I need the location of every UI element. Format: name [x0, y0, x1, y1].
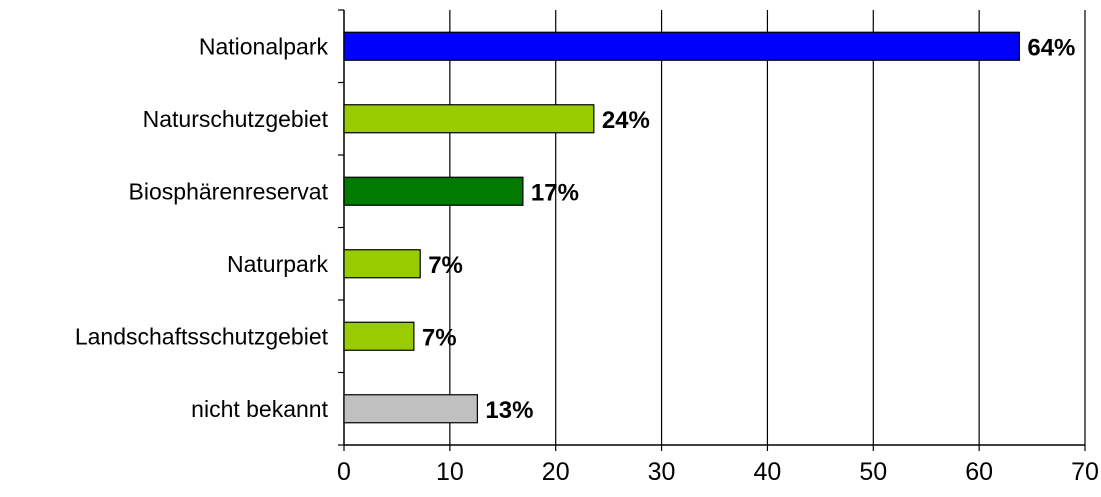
x-tick-label: 70 — [1071, 458, 1099, 486]
data-label: 17% — [531, 179, 579, 206]
category-label: Biosphärenreservat — [129, 178, 329, 204]
data-label: 13% — [485, 397, 533, 424]
data-label: 7% — [422, 324, 457, 351]
x-tick-label: 30 — [648, 458, 676, 486]
x-tick-label: 50 — [859, 458, 887, 486]
bar-5 — [343, 394, 478, 424]
x-tick-label: 60 — [965, 458, 993, 486]
grid — [449, 10, 1086, 445]
data-label: 24% — [602, 107, 650, 134]
category-label: Naturschutzgebiet — [143, 106, 329, 132]
x-tick-label: 40 — [754, 458, 782, 486]
category-label: nicht bekannt — [191, 396, 328, 422]
x-tick-label: 10 — [436, 458, 464, 486]
bar-1 — [343, 104, 595, 134]
data-label: 7% — [428, 252, 463, 279]
x-tick-label: 20 — [542, 458, 570, 486]
bar-4 — [343, 321, 415, 351]
bar-2 — [343, 176, 524, 206]
bar-0 — [343, 31, 1020, 61]
category-label: Landschaftsschutzgebiet — [75, 323, 329, 349]
axes: 0 10 20 30 40 50 60 70 — [337, 9, 1099, 486]
x-tick-label: 0 — [337, 458, 351, 486]
bar-3 — [343, 249, 421, 279]
category-label: Nationalpark — [199, 33, 329, 59]
bars — [343, 31, 1020, 424]
labels: Nationalpark 64% Naturschutzgebiet 24% Biosp… — [75, 33, 1076, 424]
category-label: Naturpark — [227, 251, 328, 277]
data-label: 64% — [1027, 34, 1075, 61]
